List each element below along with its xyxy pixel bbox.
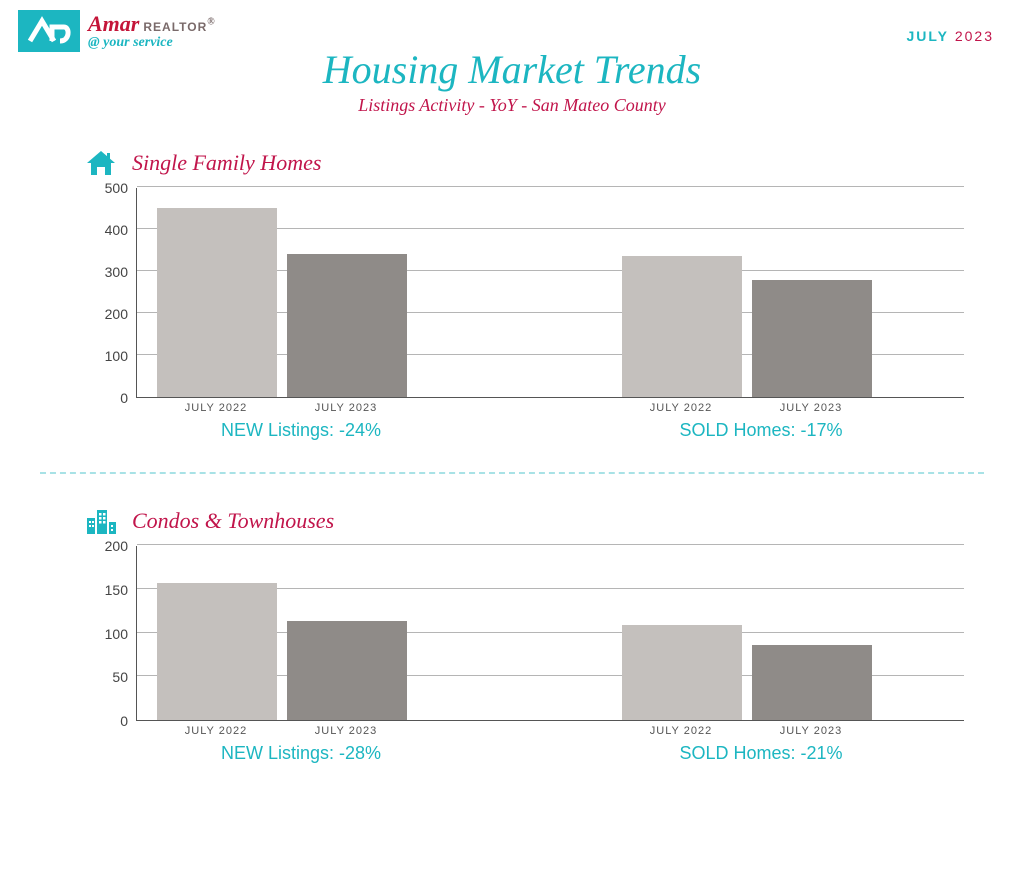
report-year: 2023: [955, 28, 994, 44]
x-label: JULY 2023: [751, 725, 871, 737]
x-label: JULY 2023: [286, 402, 406, 414]
report-month: JULY: [906, 28, 949, 44]
title-block: Housing Market Trends Listings Activity …: [0, 46, 1024, 116]
x-label: JULY 2023: [751, 402, 871, 414]
page-title: Housing Market Trends: [0, 46, 1024, 93]
section-divider: [40, 472, 984, 474]
brand-tagline: @ your service: [88, 36, 215, 51]
grid-line: [137, 186, 964, 187]
y-tick: 500: [105, 180, 128, 196]
brand-name: Amar: [88, 11, 139, 36]
section-header: Single Family Homes: [84, 146, 964, 180]
brand-text: Amar REALTOR® @ your service: [88, 12, 215, 50]
bar: [622, 625, 742, 720]
bar: [752, 645, 872, 720]
x-axis-labels: JULY 2022 JULY 2023 NEW Listings: -24% JULY…: [136, 398, 906, 448]
bar: [157, 208, 277, 397]
section-condo: Condos & Townhouses 0 50 100 150 200 JULY 2022…: [80, 504, 964, 771]
bar: [287, 254, 407, 397]
section-sfh: Single Family Homes 0 100 200 300 400 500 JULY …: [80, 146, 964, 448]
y-tick: 200: [105, 538, 128, 554]
page-subtitle: Listings Activity - YoY - San Mateo Coun…: [0, 95, 1024, 116]
plot-area: [136, 546, 964, 721]
bar: [752, 280, 872, 397]
chart: 050100150200: [80, 546, 964, 721]
chart: 0100200300400500: [80, 188, 964, 398]
bar: [287, 621, 407, 720]
y-tick: 100: [105, 626, 128, 642]
x-label: JULY 2022: [156, 725, 276, 737]
report-date: JULY 2023: [906, 28, 994, 44]
y-tick: 50: [112, 669, 128, 685]
brand-logo: Amar REALTOR® @ your service: [18, 10, 215, 52]
y-tick: 0: [120, 713, 128, 729]
brand-reg: ®: [207, 16, 214, 27]
section-header: Condos & Townhouses: [84, 504, 964, 538]
plot-area: [136, 188, 964, 398]
section-title: Condos & Townhouses: [132, 508, 334, 534]
bar: [622, 256, 742, 397]
building-icon: [84, 504, 118, 538]
brand-suffix: REALTOR: [143, 20, 207, 34]
x-axis-labels: JULY 2022 JULY 2023 NEW Listings: -28% JULY…: [136, 721, 906, 771]
y-tick: 100: [105, 348, 128, 364]
section-title: Single Family Homes: [132, 150, 321, 176]
group-caption: SOLD Homes: -21%: [646, 743, 876, 764]
y-axis: 050100150200: [80, 546, 136, 721]
home-icon: [84, 146, 118, 180]
header: Amar REALTOR® @ your service JULY 2023: [0, 0, 1024, 52]
grid-line: [137, 544, 964, 545]
group-caption: NEW Listings: -24%: [186, 420, 416, 441]
x-label: JULY 2022: [621, 725, 741, 737]
group-caption: NEW Listings: -28%: [186, 743, 416, 764]
x-label: JULY 2022: [621, 402, 741, 414]
y-axis: 0100200300400500: [80, 188, 136, 398]
bar: [157, 583, 277, 720]
y-tick: 150: [105, 582, 128, 598]
brand-mark-icon: [18, 10, 80, 52]
y-tick: 400: [105, 222, 128, 238]
x-label: JULY 2023: [286, 725, 406, 737]
group-caption: SOLD Homes: -17%: [646, 420, 876, 441]
y-tick: 0: [120, 390, 128, 406]
y-tick: 200: [105, 306, 128, 322]
y-tick: 300: [105, 264, 128, 280]
x-label: JULY 2022: [156, 402, 276, 414]
